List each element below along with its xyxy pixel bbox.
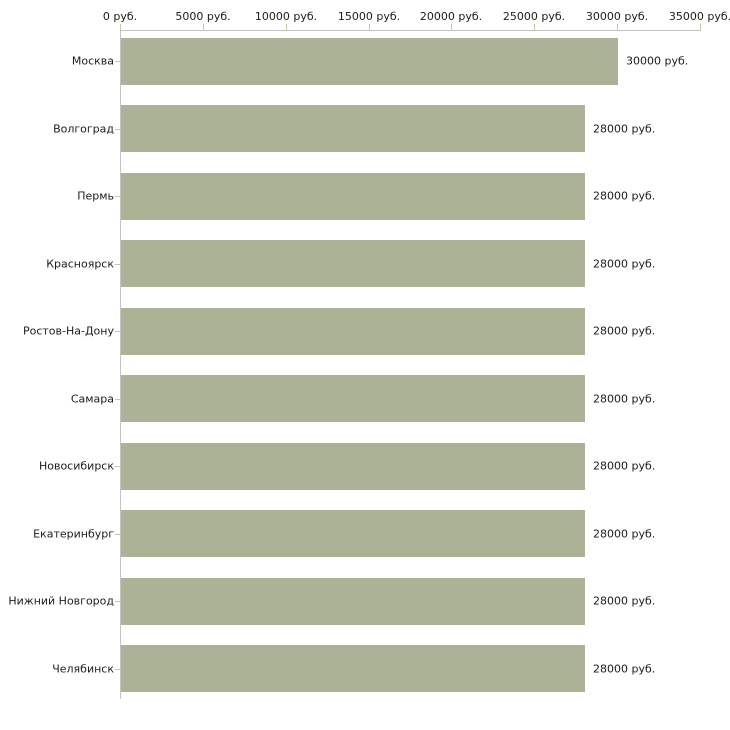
category-label: Москва [71,54,114,68]
x-axis-tick [700,24,701,30]
bar [121,240,585,287]
category-tick [115,128,120,130]
x-axis-tick [286,24,287,30]
x-axis-tick [617,24,618,30]
bar [121,375,585,422]
bar [121,577,585,625]
bar [121,37,618,85]
x-axis-line [120,30,701,31]
value-label: 28000 руб. [593,122,656,135]
category-label: Челябинск [52,662,114,675]
category-tick [115,668,120,670]
x-axis-tick-label: 15000 руб. [337,10,401,23]
value-label: 28000 руб. [593,324,656,338]
y-axis-line [120,30,121,699]
category-label: Волгоград [53,122,114,135]
x-axis-tick-label: 5000 руб. [175,10,231,23]
value-label: 28000 руб. [593,392,656,405]
category-tick [115,263,120,265]
category-tick [115,398,120,400]
value-label: 28000 руб. [593,257,656,270]
x-axis-tick-label: 30000 руб. [585,10,649,23]
x-axis-tick [534,24,535,30]
bar [121,307,585,355]
category-label: Новосибирск [38,459,114,473]
value-label: 28000 руб. [593,189,656,203]
bar [121,645,585,692]
category-label: Самара [70,392,114,405]
x-axis-tick-label: 25000 руб. [502,10,566,23]
x-axis-tick-label: 35000 руб. [668,10,730,23]
x-axis-tick-label: 10000 руб. [254,10,318,23]
bar [121,510,585,557]
bar [121,105,585,152]
x-axis-tick [203,24,204,30]
value-label: 28000 руб. [593,459,656,473]
bar [121,442,585,490]
category-tick [115,61,120,62]
value-label: 28000 руб. [593,527,656,540]
x-axis-tick [451,24,452,30]
category-tick [115,331,120,332]
category-tick [115,533,120,535]
category-label: Красноярск [46,257,114,270]
x-axis-tick [120,24,121,30]
category-tick [115,196,120,197]
category-label: Ростов-На-Дону [22,324,114,338]
bar [121,172,585,220]
category-tick [115,601,120,602]
category-label: Екатеринбург [33,527,114,540]
value-label: 30000 руб. [626,54,689,68]
category-label: Нижний Новгород [8,594,114,608]
x-axis-tick [369,24,370,30]
value-label: 28000 руб. [593,594,656,608]
value-label: 28000 руб. [593,662,656,675]
x-axis-tick-label: 0 руб. [102,10,138,23]
category-label: Пермь [77,189,114,203]
x-axis-tick-label: 20000 руб. [419,10,483,23]
category-tick [115,466,120,467]
